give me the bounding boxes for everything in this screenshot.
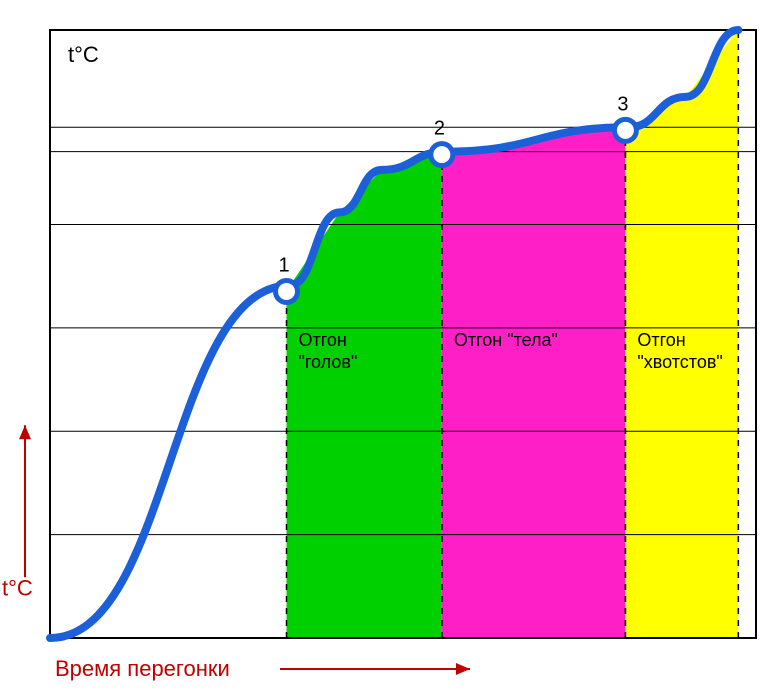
marker-label-3: 3: [617, 93, 628, 115]
marker-label-2: 2: [434, 118, 445, 140]
marker-3: [614, 119, 636, 141]
y-axis-label-bottom: t°C: [2, 575, 33, 600]
chart-svg: Отгон"голов"Отгон "тела"Отгон"хвотстов"1…: [0, 0, 776, 698]
y-axis-label-top: t°C: [68, 42, 99, 67]
marker-1: [276, 280, 298, 302]
marker-2: [431, 144, 453, 166]
region-label-body: Отгон "тела": [454, 330, 558, 350]
region-label-heads: "голов": [299, 352, 358, 372]
x-axis-label: Время перегонки: [55, 656, 230, 681]
region-body: [442, 128, 626, 638]
distillation-chart: Отгон"голов"Отгон "тела"Отгон"хвотстов"1…: [0, 0, 776, 698]
region-label-tails: Отгон: [637, 330, 685, 350]
region-label-tails: "хвотстов": [637, 352, 722, 372]
marker-label-1: 1: [279, 254, 290, 276]
region-label-heads: Отгон: [299, 330, 347, 350]
